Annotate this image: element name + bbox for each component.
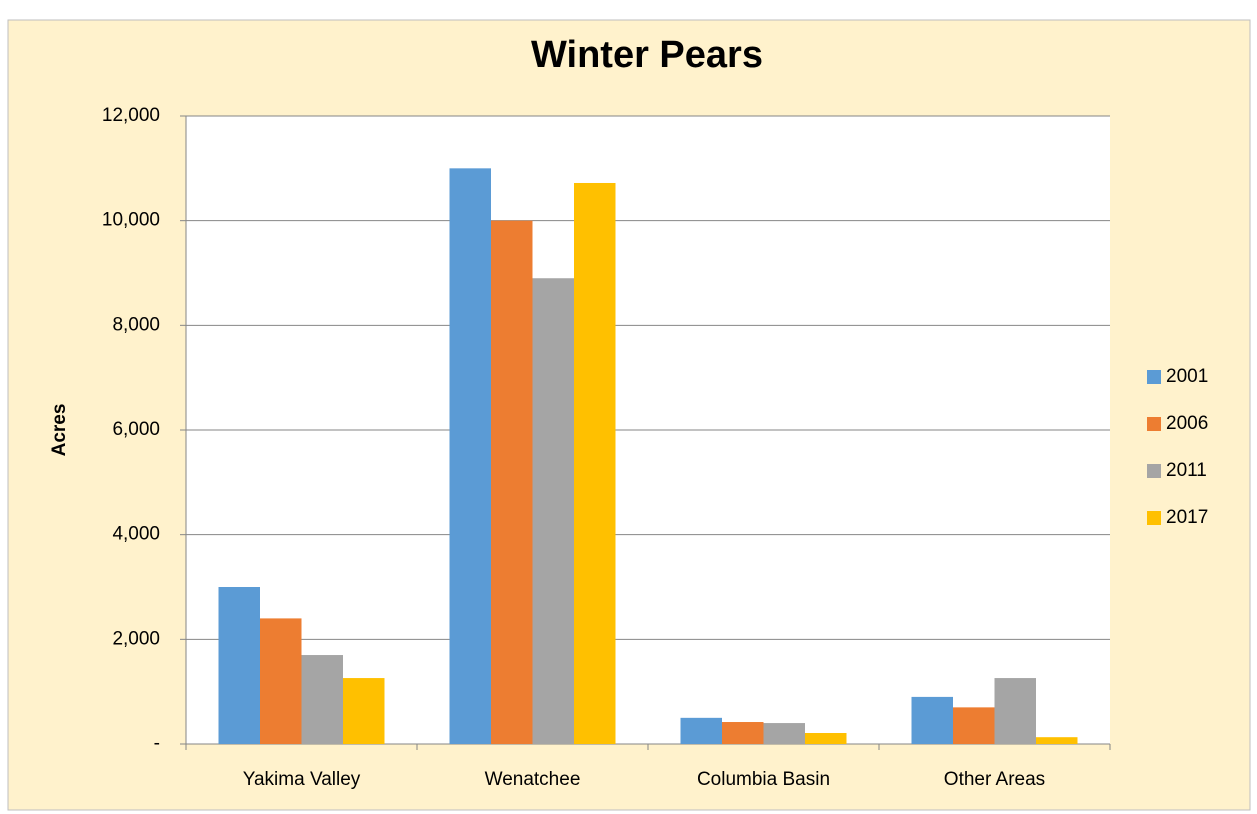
y-tick-label: 2,000 xyxy=(112,628,160,649)
bar xyxy=(449,168,491,745)
x-tick-label: Columbia Basin xyxy=(697,769,830,790)
bar xyxy=(994,678,1036,744)
bar xyxy=(532,278,574,744)
legend-label: 2017 xyxy=(1166,507,1208,528)
y-tick-label: 12,000 xyxy=(102,105,160,126)
y-tick-label: 10,000 xyxy=(102,210,160,231)
legend-swatch xyxy=(1147,417,1161,431)
legend-label: 2006 xyxy=(1166,413,1208,434)
bar xyxy=(574,182,616,744)
bar xyxy=(260,618,302,744)
bar xyxy=(343,678,385,744)
bar xyxy=(491,220,533,744)
legend-swatch xyxy=(1147,511,1161,525)
x-tick-label: Wenatchee xyxy=(485,769,581,790)
x-tick-label: Other Areas xyxy=(944,769,1045,790)
x-tick-label: Yakima Valley xyxy=(243,769,361,790)
y-tick-label: 8,000 xyxy=(112,314,160,335)
bar xyxy=(301,655,343,744)
legend-swatch xyxy=(1147,370,1161,384)
bar xyxy=(911,696,953,744)
legend-swatch xyxy=(1147,464,1161,478)
bar xyxy=(805,733,847,744)
legend-label: 2011 xyxy=(1166,460,1207,481)
y-tick-label: 4,000 xyxy=(112,524,160,545)
y-tick-label: 6,000 xyxy=(112,419,160,440)
y-axis-label: Acres xyxy=(49,404,70,457)
chart-title: Winter Pears xyxy=(531,34,763,76)
bar xyxy=(218,587,260,744)
bar xyxy=(763,723,805,744)
legend-label: 2001 xyxy=(1166,366,1208,387)
y-tick-label: - xyxy=(154,733,160,754)
bar xyxy=(953,707,995,744)
bar xyxy=(680,717,722,744)
bar xyxy=(722,722,764,744)
bar xyxy=(1036,737,1078,744)
